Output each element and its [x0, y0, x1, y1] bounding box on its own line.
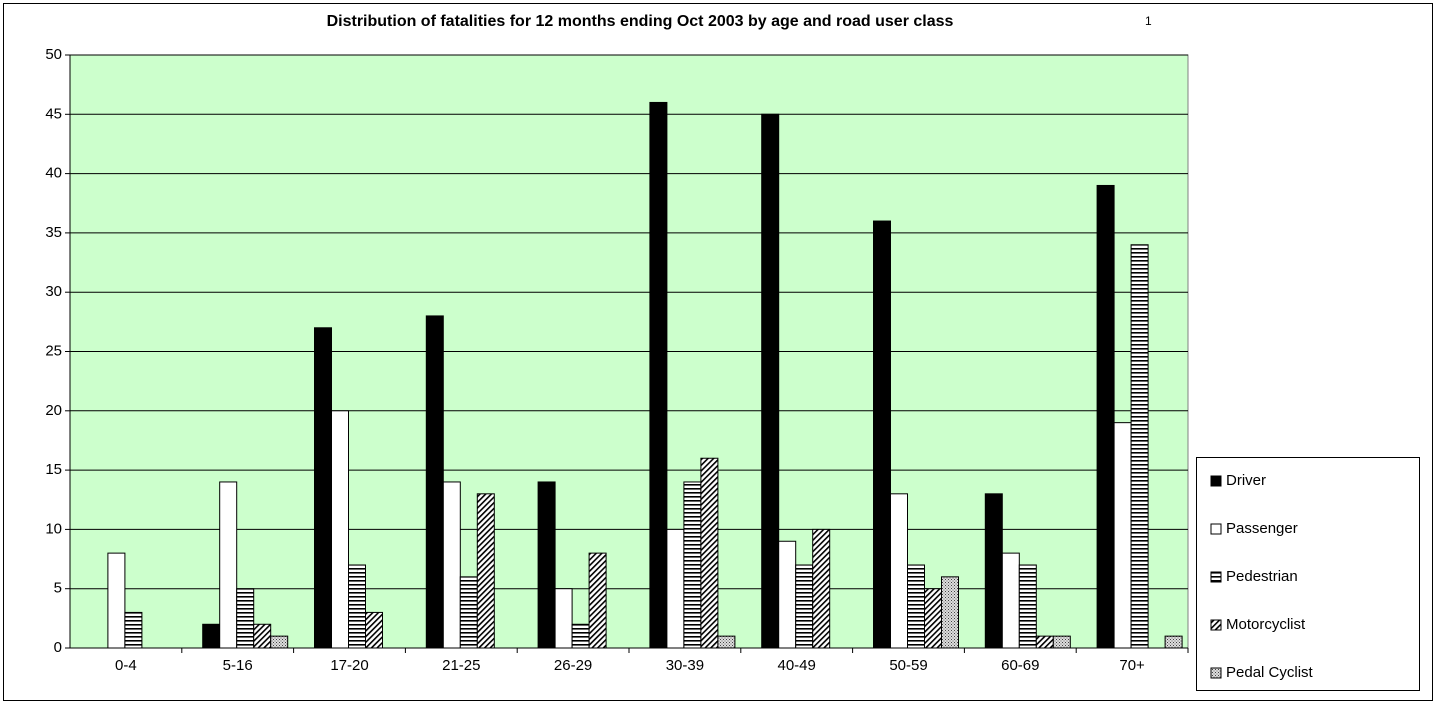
bar — [717, 635, 736, 649]
bar — [1096, 184, 1115, 649]
y-tick-label: 15 — [45, 461, 62, 478]
bar — [683, 481, 702, 649]
bar — [442, 481, 461, 649]
y-tick-label: 5 — [54, 580, 62, 597]
bar — [554, 588, 573, 649]
legend-swatch — [1210, 619, 1222, 631]
bar — [236, 588, 255, 649]
y-tick-label: 25 — [45, 342, 62, 359]
bar — [795, 564, 814, 649]
bar — [666, 528, 685, 649]
y-tick-label: 30 — [45, 283, 62, 300]
bar — [1113, 422, 1132, 649]
chart-title: Distribution of fatalities for 12 months… — [327, 13, 954, 30]
bar — [761, 113, 780, 649]
bar — [1018, 564, 1037, 649]
bar — [700, 457, 719, 649]
bar — [924, 588, 942, 649]
bar — [425, 315, 444, 649]
y-tick-label: 35 — [45, 224, 62, 241]
legend-swatch — [1210, 523, 1222, 535]
x-tick-label: 17-20 — [330, 657, 368, 674]
y-tick-label: 20 — [45, 402, 62, 419]
legend-swatch — [1210, 571, 1222, 583]
bar — [219, 481, 238, 649]
bar — [984, 493, 1003, 649]
x-tick-label: 0-4 — [115, 657, 137, 674]
bar — [365, 611, 383, 649]
x-tick-label: 26-29 — [554, 657, 592, 674]
bar — [778, 540, 797, 649]
x-tick-label: 60-69 — [1001, 657, 1039, 674]
x-tick-label: 40-49 — [778, 657, 816, 674]
legend-swatch — [1210, 475, 1222, 487]
x-tick-label: 5-16 — [223, 657, 253, 674]
y-tick-label: 10 — [45, 520, 62, 537]
y-tick-label: 45 — [45, 105, 62, 122]
bar — [476, 493, 495, 649]
bar — [331, 410, 349, 649]
legend-label: Pedal Cyclist — [1226, 664, 1314, 681]
x-tick-label: 30-39 — [666, 657, 704, 674]
bar — [314, 327, 332, 649]
bar — [253, 623, 272, 649]
legend-label: Driver — [1226, 472, 1266, 489]
title-note: 1 — [1145, 14, 1152, 28]
bar — [537, 481, 556, 649]
bar — [890, 493, 908, 649]
bar — [459, 576, 478, 649]
bar — [270, 635, 289, 649]
y-tick-label: 40 — [45, 165, 62, 182]
bar — [1052, 635, 1071, 649]
bar — [812, 528, 831, 649]
bar — [649, 101, 668, 649]
y-tick-label: 50 — [45, 46, 62, 63]
bar — [571, 623, 590, 649]
legend-box — [1196, 457, 1420, 691]
legend-swatch — [1210, 667, 1222, 679]
x-tick-label: 50-59 — [889, 657, 927, 674]
bar — [1035, 635, 1054, 649]
legend-label: Passenger — [1226, 520, 1298, 537]
bar — [588, 552, 607, 649]
bar — [124, 611, 143, 649]
bar — [873, 220, 891, 649]
legend-label: Motorcyclist — [1226, 616, 1306, 633]
bar — [348, 564, 366, 649]
bar — [1164, 635, 1183, 649]
bar — [202, 623, 221, 649]
bar — [941, 576, 959, 649]
x-tick-label: 70+ — [1119, 657, 1145, 674]
x-tick-label: 21-25 — [442, 657, 480, 674]
bar — [1001, 552, 1020, 649]
bar — [107, 552, 126, 649]
legend-label: Pedestrian — [1226, 568, 1298, 585]
bar — [907, 564, 925, 649]
y-tick-label: 0 — [54, 639, 62, 656]
bar — [1130, 244, 1149, 649]
